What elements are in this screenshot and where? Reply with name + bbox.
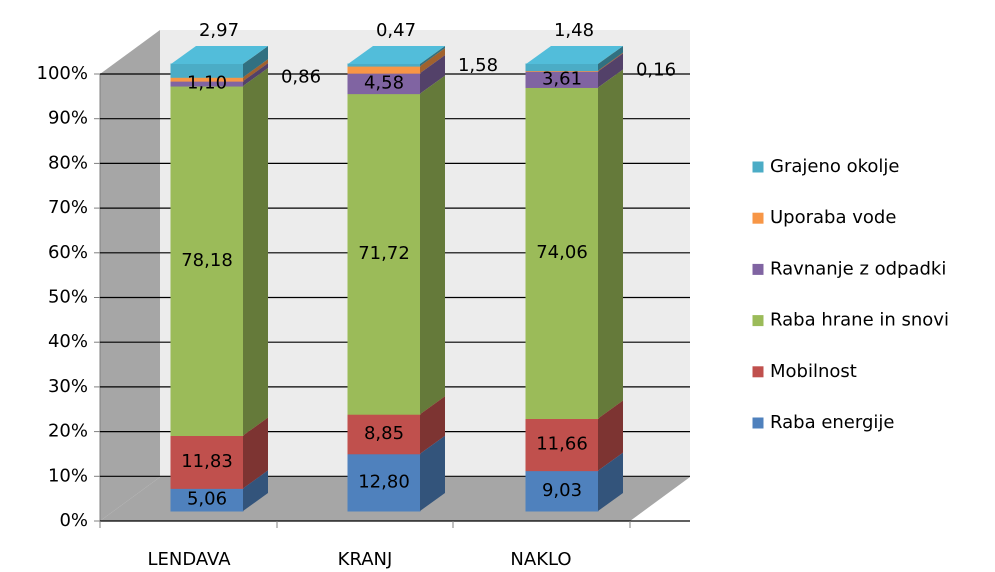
y-tick-label: 0% (59, 510, 88, 531)
y-tick-label: 90% (48, 108, 88, 129)
bar-side (598, 69, 623, 419)
legend-swatch (751, 211, 765, 225)
data-label: 12,80 (358, 471, 410, 492)
bar-side (420, 396, 445, 454)
y-tick-label: 100% (37, 63, 88, 84)
data-label: 4,58 (364, 72, 404, 93)
legend-label: Raba energije (770, 412, 894, 433)
bar-segment (170, 435, 244, 489)
bar-segment (525, 418, 599, 472)
legend-label: Mobilnost (770, 361, 857, 382)
y-tick-label: 60% (48, 242, 88, 263)
bar-side (243, 46, 268, 78)
bar-side (243, 417, 268, 489)
bar-segment (347, 413, 421, 455)
y-tick-label: 20% (48, 421, 88, 442)
data-label: 0,16 (636, 60, 676, 81)
side-wall (100, 30, 160, 521)
legend-swatch (751, 416, 765, 430)
bar-side (420, 55, 445, 94)
legend-swatch (751, 314, 765, 328)
bar-side (243, 59, 268, 82)
x-tick-label: NAKLO (510, 549, 571, 570)
legend-label: Raba hrane in snovi (770, 310, 949, 331)
data-label: 5,06 (187, 489, 227, 510)
legend-label: Ravnanje z odpadki (770, 258, 946, 279)
bar-side (598, 400, 623, 471)
data-label: 78,18 (181, 250, 233, 271)
data-label: 11,83 (181, 451, 233, 472)
data-label: 2,97 (199, 20, 239, 41)
legend-swatch (751, 262, 765, 276)
bar-side (598, 452, 623, 511)
bar-side (243, 470, 268, 511)
y-tick-label: 30% (48, 376, 88, 397)
y-tick-label: 80% (48, 152, 88, 173)
legend-label: Uporaba vode (770, 207, 896, 228)
y-tick-label: 10% (48, 465, 88, 486)
data-label: 0,47 (376, 20, 416, 41)
y-tick-label: 40% (48, 331, 88, 352)
bar-side (598, 46, 623, 71)
bar-side (420, 75, 445, 415)
data-label: 1,48 (554, 20, 594, 41)
data-label: 8,85 (364, 423, 404, 444)
legend-swatch (751, 160, 765, 174)
bar-segment (525, 470, 599, 512)
bar-side (420, 435, 445, 511)
bar-side (420, 46, 445, 67)
y-tick-label: 50% (48, 287, 88, 308)
bar-side (243, 68, 268, 436)
bar-top (348, 46, 445, 64)
bar-top (526, 46, 623, 64)
data-label: 1,58 (458, 55, 498, 76)
data-label: 1,10 (187, 73, 227, 94)
data-label: 74,06 (536, 242, 588, 263)
x-tick-label: KRANJ (338, 549, 393, 570)
data-label: 11,66 (536, 434, 588, 455)
data-label: 9,03 (542, 480, 582, 501)
bar-segment (170, 85, 244, 437)
bar-segment (347, 93, 421, 415)
legend-label: Grajeno okolje (770, 156, 899, 177)
bar-side (420, 48, 445, 74)
bar-side (598, 53, 623, 88)
y-tick-label: 70% (48, 197, 88, 218)
data-label: 71,72 (358, 243, 410, 264)
legend-swatch (751, 365, 765, 379)
data-label: 0,86 (281, 66, 321, 87)
data-label: 3,61 (542, 68, 582, 89)
bar-side (598, 52, 623, 72)
bar-side (243, 63, 268, 87)
x-tick-label: LENDAVA (147, 549, 231, 570)
bar-segment (347, 63, 421, 67)
bar-top (171, 46, 268, 64)
